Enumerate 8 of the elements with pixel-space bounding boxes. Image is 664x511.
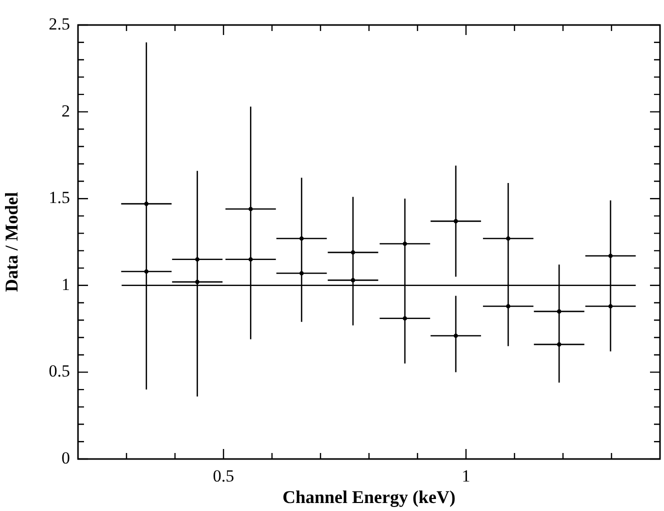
y-tick-label: 0.5 [48, 362, 70, 381]
y-tick-label: 0 [62, 448, 70, 468]
y-axis-title: Data / Model [1, 192, 22, 292]
y-tick-label: 2 [62, 101, 70, 120]
y-tick-label: 2.5 [48, 14, 70, 34]
y-tick-label: 1 [62, 274, 70, 294]
x-axis-title: Channel Energy (keV) [282, 486, 456, 507]
y-tick-label: 1.5 [48, 188, 70, 208]
